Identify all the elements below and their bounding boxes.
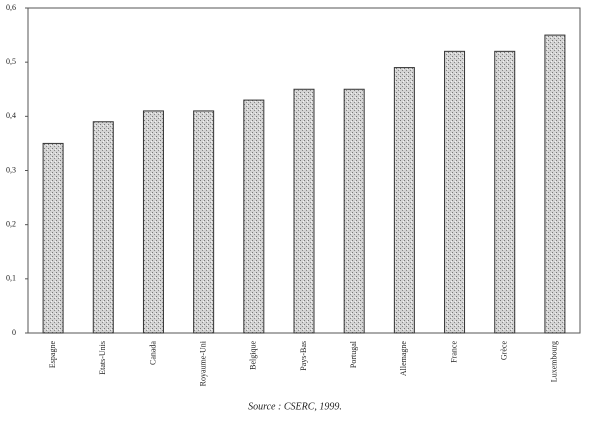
bar xyxy=(544,34,566,334)
bar xyxy=(243,99,265,334)
y-tick-label: 0,3 xyxy=(6,165,16,174)
y-tick-label: 0,1 xyxy=(6,274,16,283)
y-tick-label: 0,4 xyxy=(6,111,16,120)
x-tick-label: Portugal xyxy=(349,340,358,368)
bar xyxy=(343,88,365,334)
x-tick-label: Canada xyxy=(148,341,157,365)
x-tick-label: Pays-Bas xyxy=(299,341,308,371)
x-tick-label: Allemagne xyxy=(399,341,408,377)
bar xyxy=(444,50,466,334)
bar xyxy=(193,110,215,334)
x-tick-label: France xyxy=(449,341,458,363)
bar xyxy=(393,67,415,334)
source-note: Source : CSERC, 1999. xyxy=(248,401,342,412)
x-tick-label: Royaume-Uni xyxy=(198,340,207,386)
y-tick-label: 0 xyxy=(12,328,16,337)
x-tick-label: Grèce xyxy=(500,341,509,361)
bar xyxy=(494,50,516,334)
y-tick-label: 0,5 xyxy=(6,57,16,66)
x-tick-label: Belgique xyxy=(249,341,258,370)
x-tick-label: Luxembourg xyxy=(550,341,559,382)
y-tick-label: 0,6 xyxy=(6,3,16,12)
bar xyxy=(293,88,315,334)
bar xyxy=(42,142,64,334)
x-tick-label: Espagne xyxy=(48,341,57,369)
bar xyxy=(92,121,114,334)
bar xyxy=(142,110,164,334)
x-tick-label: Etats-Unis xyxy=(98,341,107,375)
y-tick-label: 0,2 xyxy=(6,219,16,228)
